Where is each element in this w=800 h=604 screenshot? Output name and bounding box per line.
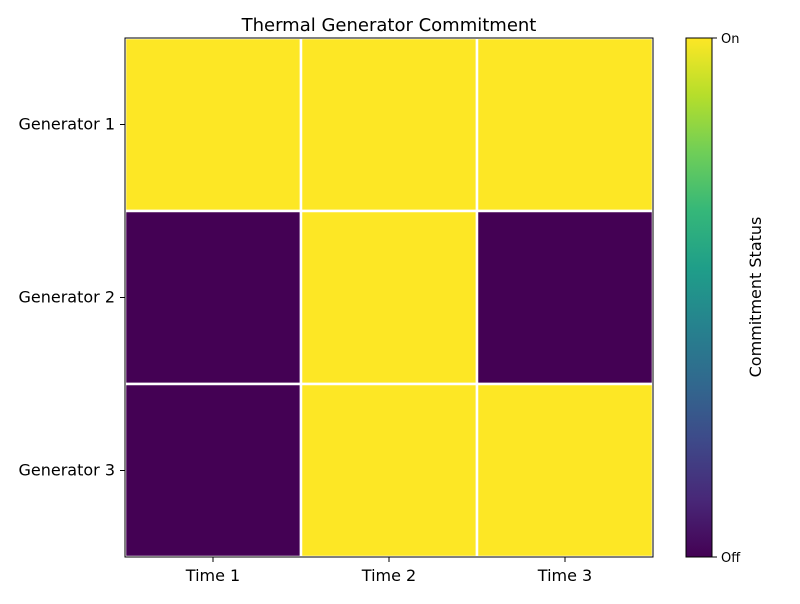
y-tick-label: Generator 2 (18, 288, 115, 307)
x-tick-label: Time 3 (537, 566, 592, 585)
y-tick-label: Generator 3 (18, 461, 115, 480)
colorbar-label: Commitment Status (746, 217, 765, 378)
heatmap-cell-3-1 (123, 382, 303, 559)
y-tick-label: Generator 1 (18, 115, 115, 134)
colorbar-tick-label: On (721, 32, 739, 47)
heatmap-cell-3-2 (299, 382, 479, 559)
colorbar-gradient (685, 37, 713, 558)
heatmap-cell-3-3 (475, 382, 655, 559)
heatmap-cell-2-1 (123, 209, 303, 386)
heatmap-cells (123, 36, 655, 559)
heatmap-cell-1-3 (475, 36, 655, 213)
x-axis: Time 1 Time 2 Time 3 (185, 557, 592, 585)
colorbar: On Off Commitment Status (685, 32, 765, 566)
heatmap-cell-1-1 (123, 36, 303, 213)
heatmap-cell-1-2 (299, 36, 479, 213)
y-axis: Generator 1 Generator 2 Generator 3 (18, 115, 125, 480)
x-tick-label: Time 2 (361, 566, 416, 585)
colorbar-ticks: On Off (712, 32, 741, 566)
colorbar-tick-label: Off (721, 551, 741, 566)
heatmap-cell-2-2 (299, 209, 479, 386)
x-tick-label: Time 1 (185, 566, 240, 585)
heatmap-cell-2-3 (475, 209, 655, 386)
chart-title: Thermal Generator Commitment (241, 15, 537, 36)
